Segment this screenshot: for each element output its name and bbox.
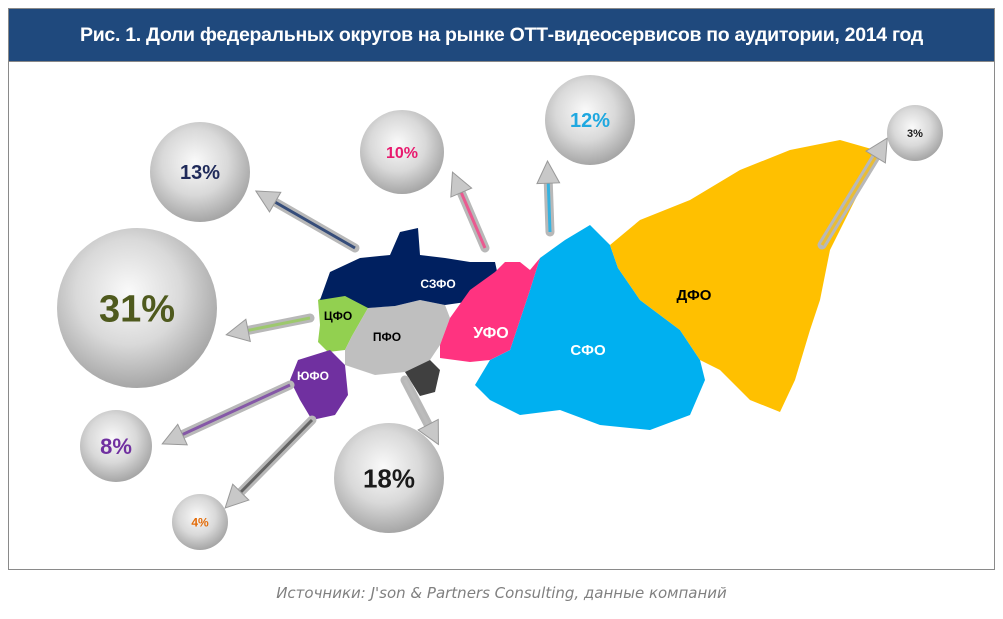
share-label: 10% xyxy=(386,145,418,162)
arrow-head xyxy=(225,318,251,343)
arrow-head xyxy=(161,423,189,446)
region-label: ДФО xyxy=(677,287,712,304)
arrow-highlight xyxy=(267,196,356,250)
arrow-highlight xyxy=(174,383,291,440)
chart-frame xyxy=(8,8,995,570)
share-label: 8% xyxy=(100,434,132,459)
share-label: 12% xyxy=(570,110,610,132)
region-label: УФО xyxy=(473,325,508,342)
arrow-highlight xyxy=(456,184,487,249)
region-label: СФО xyxy=(570,342,606,359)
region-ПФО xyxy=(345,300,450,375)
arrow-highlight xyxy=(239,316,311,334)
arrow-head xyxy=(417,418,439,446)
share-bubble xyxy=(887,105,943,161)
arrow-head xyxy=(536,159,561,185)
share-bubble xyxy=(172,494,228,550)
share-bubble xyxy=(80,410,152,482)
share-label: 31% xyxy=(99,289,175,331)
region-label: ЦФО xyxy=(324,309,352,323)
region-skfo xyxy=(405,360,440,396)
region-ЦФО xyxy=(318,292,368,352)
arrow-head xyxy=(450,171,473,198)
arrow-highlight xyxy=(546,174,552,233)
region-ЮФО xyxy=(290,350,348,420)
share-bubble xyxy=(334,423,444,533)
arrow-head xyxy=(254,190,282,213)
chart-title: Рис. 1. Доли федеральных округов на рынк… xyxy=(9,9,994,62)
arrow-highlight xyxy=(820,149,882,246)
region-СФО xyxy=(475,225,705,430)
region-УФО xyxy=(440,258,540,362)
arrow-highlight xyxy=(233,418,314,500)
arrow-highlight xyxy=(403,379,434,433)
region-label: ЮФО xyxy=(297,369,329,383)
arrow-head xyxy=(224,483,250,509)
share-bubble xyxy=(150,122,250,222)
share-label: 18% xyxy=(363,463,415,493)
region-СЗФО xyxy=(320,228,500,308)
source-note: Источники: J'son & Partners Consulting, … xyxy=(276,584,727,602)
share-bubble xyxy=(545,75,635,165)
share-label: 13% xyxy=(180,162,220,184)
share-label: 4% xyxy=(191,515,209,529)
share-label: 3% xyxy=(907,128,923,140)
share-bubble xyxy=(360,110,444,194)
share-bubble xyxy=(57,228,217,388)
arrow-head xyxy=(865,137,888,164)
region-ДФО xyxy=(610,140,875,412)
region-label: ПФО xyxy=(373,330,401,344)
region-label: СЗФО xyxy=(420,277,455,291)
